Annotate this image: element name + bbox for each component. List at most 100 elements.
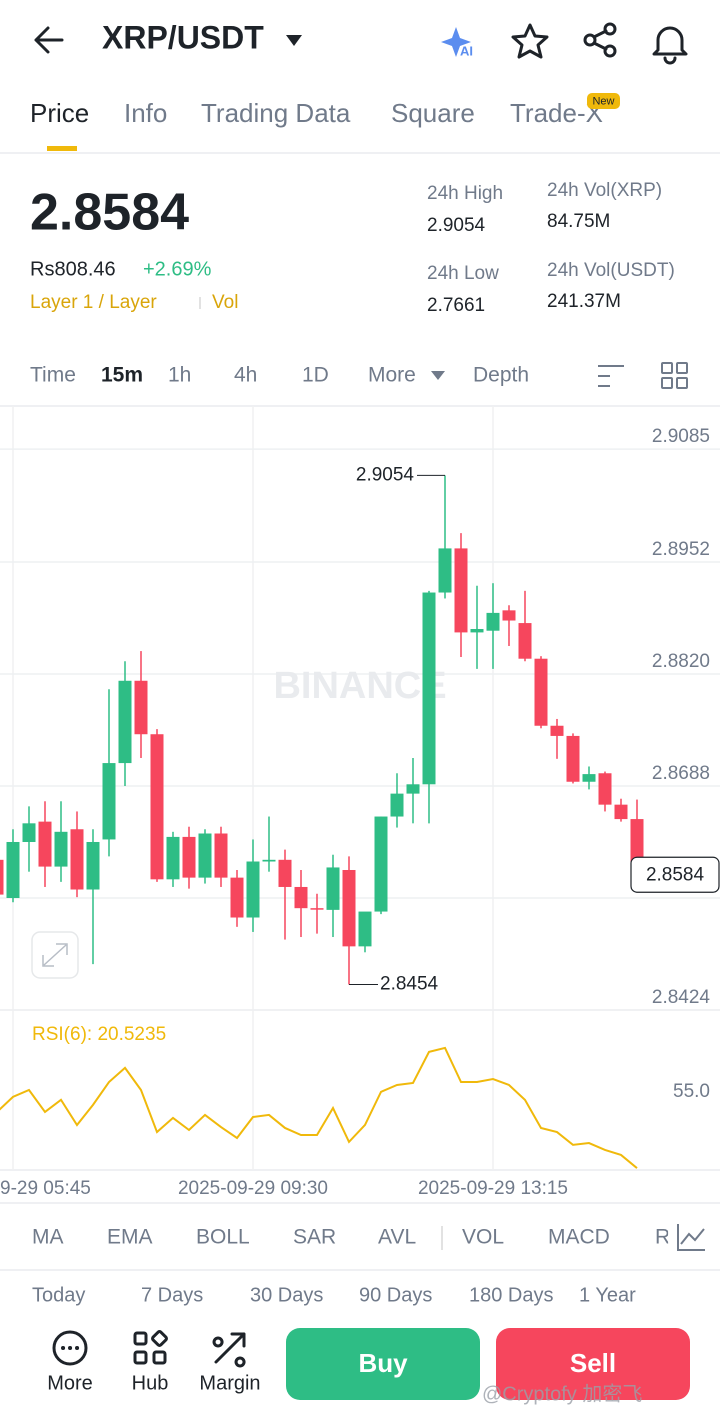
tag[interactable]: Vol [212, 292, 238, 313]
candle-body [102, 763, 116, 840]
indicator[interactable]: AVL [378, 1226, 416, 1249]
pair-dropdown[interactable] [286, 35, 302, 46]
candle-body [230, 877, 244, 918]
interval[interactable]: Time [30, 364, 76, 387]
tab[interactable]: Square [391, 98, 475, 128]
y-tick-label: 2.8820 [652, 651, 710, 672]
indicator-settings-icon[interactable] [677, 1224, 705, 1251]
period[interactable]: 30 Days [250, 1284, 323, 1306]
tab[interactable]: Price [30, 98, 89, 128]
candle-body [294, 886, 308, 909]
candle-body [374, 816, 388, 912]
stat-value: 2.9054 [427, 215, 486, 236]
more-dropdown[interactable] [431, 371, 445, 380]
more-icon[interactable] [52, 1330, 88, 1366]
share-node [603, 22, 617, 36]
share-node [603, 44, 617, 58]
margin-icon[interactable] [212, 1332, 246, 1368]
interval[interactable]: 1h [168, 364, 191, 387]
period[interactable]: Today [32, 1284, 85, 1306]
indicator[interactable]: SAR [293, 1226, 336, 1249]
layout-icon[interactable] [676, 377, 688, 389]
indicator[interactable]: MACD [548, 1226, 610, 1249]
candle-body [614, 804, 628, 820]
candle-body [358, 911, 372, 947]
period[interactable]: 90 Days [359, 1284, 432, 1306]
hub-cell [151, 1330, 168, 1347]
candle-body [214, 833, 228, 878]
rsi-title: RSI(6): 20.5235 [32, 1024, 166, 1045]
nav-label[interactable]: Margin [199, 1372, 260, 1394]
candle-body [86, 841, 100, 890]
indicator[interactable]: VOL [462, 1226, 504, 1249]
stat-label: 24h High [427, 183, 503, 204]
stat-value: 84.75M [547, 211, 610, 232]
candle-body [6, 841, 20, 898]
candle-body [518, 623, 532, 659]
candle-body [310, 908, 324, 910]
interval[interactable]: 15m [101, 364, 143, 387]
tab[interactable]: Trading Data [201, 98, 351, 128]
favorite-icon[interactable] [511, 23, 549, 59]
candle-body [262, 859, 276, 862]
source-watermark: @Cryptofy 加密飞 [482, 1382, 642, 1405]
indicator[interactable]: EMA [107, 1226, 153, 1249]
nav-label[interactable]: Hub [132, 1372, 169, 1394]
candle-body [582, 774, 596, 782]
stat-label: 24h Low [427, 263, 499, 284]
x-tick-label: 2025-09-29 13:15 [418, 1178, 568, 1199]
candle-body [0, 859, 4, 895]
period[interactable]: 180 Days [469, 1284, 554, 1306]
chart-settings-icon[interactable] [598, 365, 624, 387]
fiat-price: Rs808.46 [30, 258, 116, 280]
share-icon[interactable] [583, 22, 617, 58]
candle-body [150, 734, 164, 880]
sell-button[interactable] [496, 1328, 690, 1400]
high-label: 2.9054 [356, 464, 415, 485]
ai-icon[interactable] [441, 27, 471, 57]
candle-body [486, 612, 500, 631]
back-icon[interactable] [34, 26, 64, 54]
candle-body [278, 859, 292, 887]
interval[interactable]: 1D [302, 364, 329, 387]
candle-body [534, 658, 548, 726]
pair-title[interactable]: XRP/USDT [102, 19, 264, 55]
y-tick-label: 2.9085 [652, 426, 710, 447]
x-tick-label: 9-29 05:45 [0, 1178, 91, 1199]
candle-body [406, 784, 420, 794]
buy-button[interactable] [286, 1328, 480, 1400]
layout-icon[interactable] [676, 362, 688, 374]
layout-icon[interactable] [661, 362, 673, 374]
y-tick-label: 55.0 [673, 1081, 710, 1102]
new-badge-label: New [592, 95, 614, 107]
tab[interactable]: Info [124, 98, 167, 128]
hub-cell [152, 1350, 167, 1365]
indicator[interactable]: MA [32, 1226, 64, 1249]
sell-label: Sell [570, 1348, 616, 1378]
interval[interactable]: 4h [234, 364, 257, 387]
notification-icon[interactable] [652, 26, 688, 65]
stat-value: 241.37M [547, 291, 621, 312]
period[interactable]: 1 Year [579, 1284, 636, 1306]
indicator[interactable]: R [655, 1226, 670, 1249]
hub-cell [133, 1331, 148, 1346]
candle-body [598, 773, 612, 805]
nav-label[interactable]: More [47, 1372, 93, 1394]
candle-body [390, 793, 404, 817]
layout-icon[interactable] [661, 377, 673, 389]
indicator[interactable]: BOLL [196, 1226, 250, 1249]
candle-body [38, 821, 52, 867]
tab-indicator [47, 146, 77, 151]
hub-icon[interactable] [133, 1330, 168, 1365]
stat-value: 2.7661 [427, 295, 485, 316]
interval[interactable]: Depth [473, 364, 529, 387]
tag[interactable]: Layer 1 / Layer [30, 292, 157, 313]
period[interactable]: 7 Days [141, 1284, 203, 1306]
candle-body [502, 610, 516, 621]
y-tick-label: 2.8952 [652, 539, 710, 560]
interval[interactable]: More [368, 364, 416, 387]
stat-label: 24h Vol(USDT) [547, 260, 675, 281]
